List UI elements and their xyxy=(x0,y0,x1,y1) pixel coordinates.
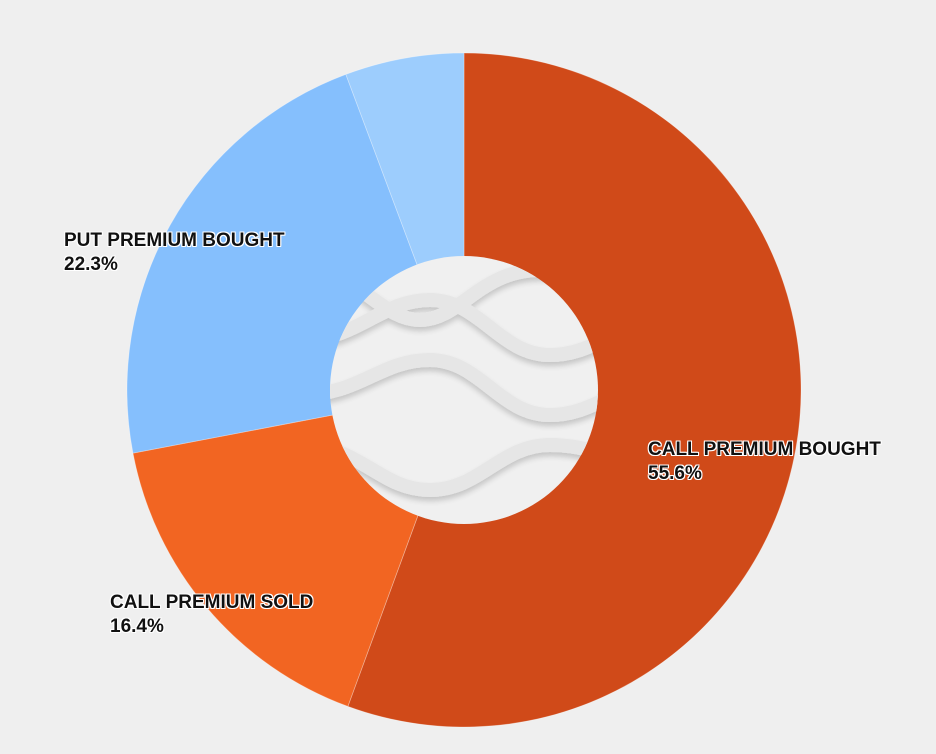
slice-name: CALL PREMIUM SOLD xyxy=(110,592,314,613)
label-call-premium-bought: CALL PREMIUM BOUGHT 55.6% xyxy=(648,438,881,486)
label-call-premium-sold: CALL PREMIUM SOLD 16.4% xyxy=(110,591,313,639)
label-put-premium-bought: PUT PREMIUM BOUGHT 22.3% xyxy=(64,229,285,277)
slice-percent: 22.3% xyxy=(64,254,118,275)
slice-percent: 16.4% xyxy=(110,616,164,637)
slice-percent: 55.6% xyxy=(648,463,702,484)
slice-name: PUT PREMIUM BOUGHT xyxy=(64,230,285,251)
slice-name: CALL PREMIUM BOUGHT xyxy=(648,439,881,460)
